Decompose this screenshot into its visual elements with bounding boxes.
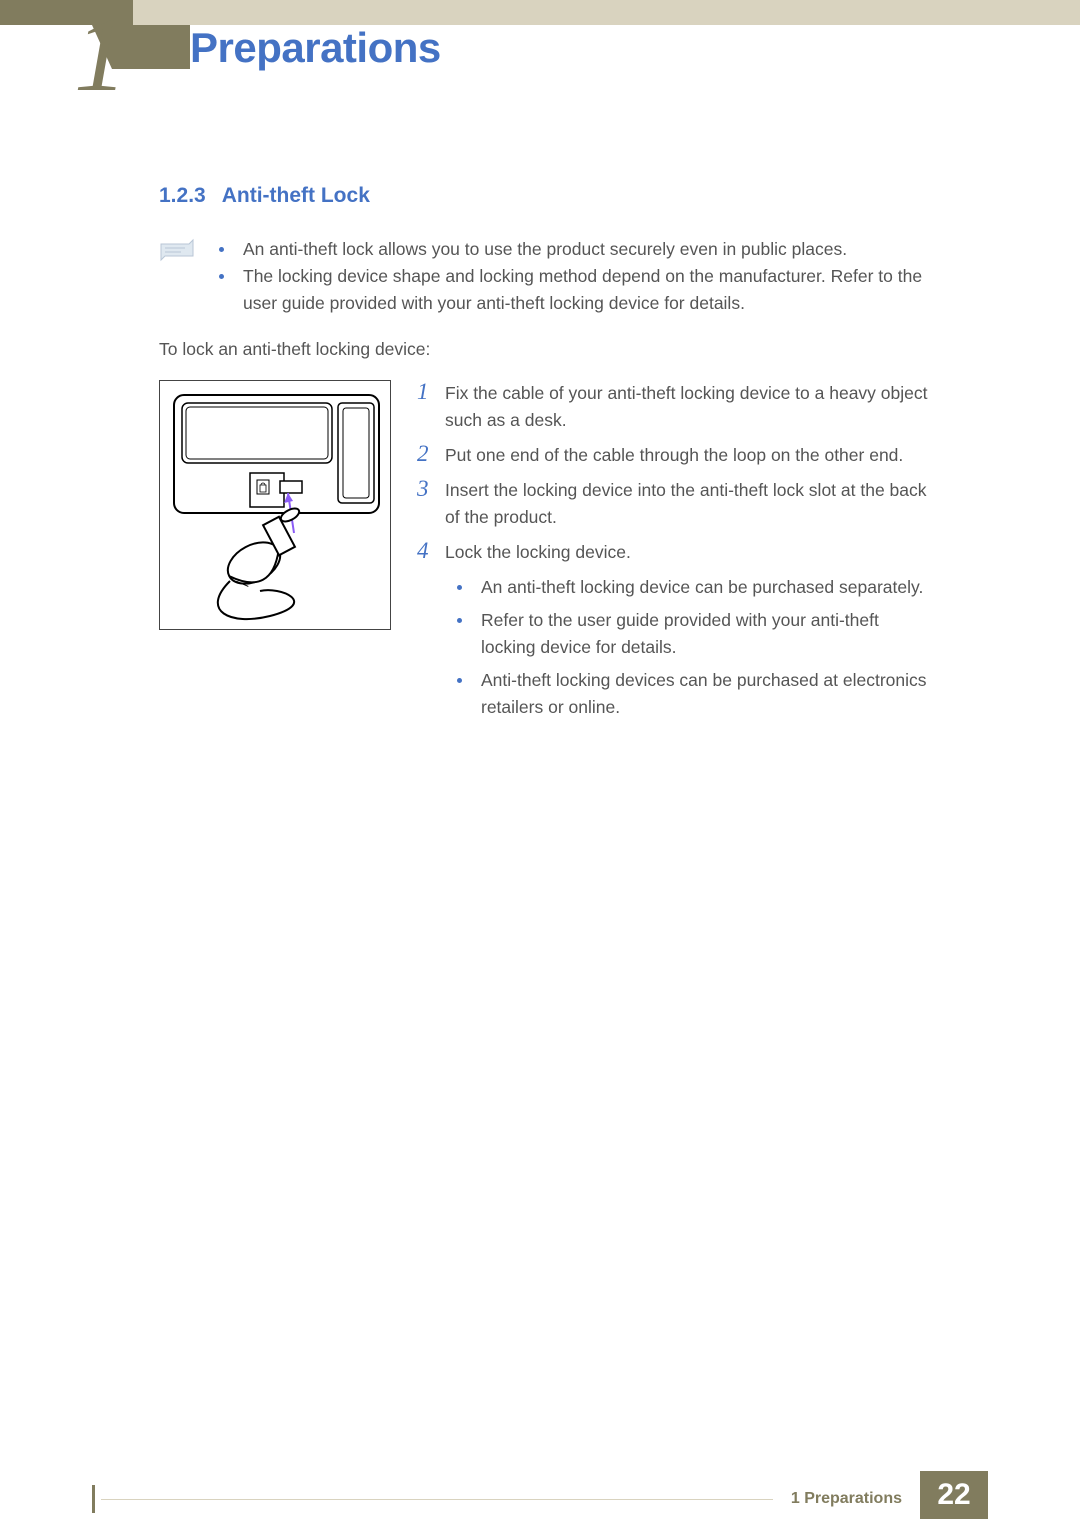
step-text: Lock the locking device. bbox=[445, 539, 631, 566]
footer-spacer bbox=[0, 1471, 92, 1527]
footer-tick bbox=[92, 1485, 95, 1513]
step-number: 2 bbox=[417, 442, 445, 466]
section-title: Anti-theft Lock bbox=[222, 184, 370, 207]
step-number: 3 bbox=[417, 477, 445, 501]
step-number: 4 bbox=[417, 539, 445, 563]
note-icon bbox=[159, 236, 207, 267]
footer-line bbox=[101, 1499, 773, 1500]
step-item: 1 Fix the cable of your anti-theft locki… bbox=[417, 380, 938, 434]
step-text: Insert the locking device into the anti-… bbox=[445, 477, 938, 531]
page-content: 1.2.3 Anti-theft Lock An anti-theft lock … bbox=[159, 184, 938, 727]
list-item: An anti-theft locking device can be purc… bbox=[445, 574, 938, 601]
note-block: An anti-theft lock allows you to use the… bbox=[159, 236, 938, 317]
step-item: 4 Lock the locking device. bbox=[417, 539, 938, 566]
instruction-block: 1 Fix the cable of your anti-theft locki… bbox=[159, 380, 938, 727]
chapter-title: Preparations bbox=[190, 24, 441, 72]
footer-page-number: 22 bbox=[920, 1471, 988, 1519]
note-list: An anti-theft lock allows you to use the… bbox=[207, 236, 938, 317]
lock-diagram bbox=[159, 380, 391, 630]
page-header: 1 Preparations bbox=[0, 0, 1080, 120]
page-footer: 1 Preparations 22 bbox=[0, 1471, 1080, 1527]
step-item: 2 Put one end of the cable through the l… bbox=[417, 442, 938, 469]
step-text: Fix the cable of your anti-theft locking… bbox=[445, 380, 938, 434]
intro-text: To lock an anti-theft locking device: bbox=[159, 339, 938, 360]
list-item: Anti-theft locking devices can be purcha… bbox=[445, 667, 938, 721]
step-item: 3 Insert the locking device into the ant… bbox=[417, 477, 938, 531]
section-heading: 1.2.3 Anti-theft Lock bbox=[159, 184, 938, 208]
footer-rule bbox=[92, 1471, 773, 1527]
step-number: 1 bbox=[417, 380, 445, 404]
list-item: Refer to the user guide provided with yo… bbox=[445, 607, 938, 661]
sub-bullet-list: An anti-theft locking device can be purc… bbox=[445, 574, 938, 721]
section-number: 1.2.3 bbox=[159, 184, 206, 207]
footer-chapter-label: 1 Preparations bbox=[773, 1471, 920, 1527]
list-item: The locking device shape and locking met… bbox=[207, 263, 938, 317]
steps-list: 1 Fix the cable of your anti-theft locki… bbox=[417, 380, 938, 727]
document-page: 1 Preparations 1.2.3 Anti-theft Lock An a… bbox=[0, 0, 1080, 1527]
chapter-number: 1 bbox=[74, 0, 123, 116]
step-text: Put one end of the cable through the loo… bbox=[445, 442, 903, 469]
header-band bbox=[133, 0, 1080, 25]
list-item: An anti-theft lock allows you to use the… bbox=[207, 236, 938, 263]
